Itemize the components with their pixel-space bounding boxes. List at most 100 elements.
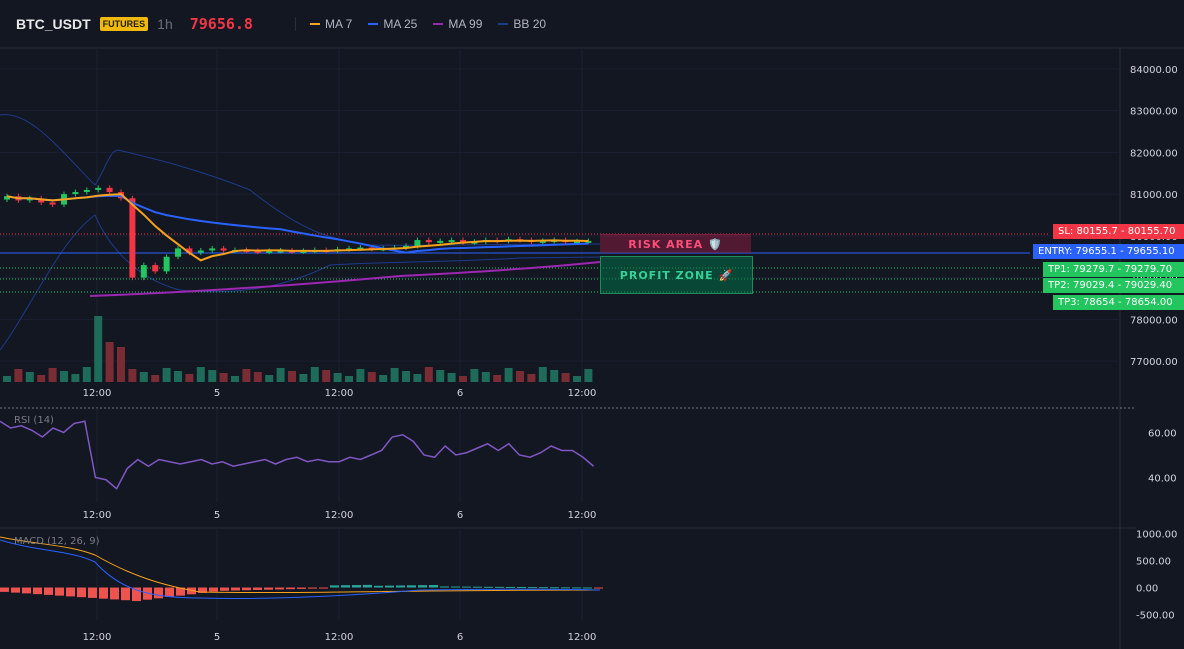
macd-histogram-bar [561,587,570,589]
entry-tag: ENTRY: 79655.1 - 79655.10 [1033,244,1184,259]
macd-histogram-bar [352,585,361,588]
macd-histogram-bar [572,587,581,589]
time-tick-label: 5 [214,388,220,399]
candle-body [254,250,261,253]
candle-body [83,189,90,193]
candle [83,187,90,195]
volume-bar [71,374,80,382]
candle-body [163,256,170,272]
risk-area-zone: RISK AREA 🛡️ [600,234,751,253]
macd-histogram-bar [209,587,218,592]
legend-bb20[interactable]: BB 20 [498,17,546,31]
volume-bar [310,367,319,382]
macd-line [0,539,601,599]
time-tick-label: 12:00 [83,510,112,521]
macd-histogram-bar [583,587,592,589]
candle-body [4,196,10,200]
macd-histogram-bar [121,587,130,601]
time-tick-label: 12:00 [83,388,112,399]
volume-bar [493,375,502,382]
volume-bar [139,372,148,382]
candle-body [72,192,79,195]
candle-body [539,240,546,243]
macd-tick-label: 500.00 [1136,556,1171,567]
volume-bar [299,374,308,382]
tp3-tag: TP3: 78654 - 78654.00 [1053,295,1184,310]
rsi-tick-label: 40.00 [1148,474,1177,485]
candle-body [152,265,159,272]
candle [425,237,432,245]
volume-bar [550,370,559,382]
candle [220,245,227,253]
candle-body [197,250,204,253]
time-tick-label: 12:00 [568,632,597,643]
macd-histogram-bar [495,586,504,588]
candle-body [175,248,181,257]
price-tick-label: 84000.00 [1130,65,1178,76]
legend-ma99[interactable]: MA 99 [433,17,482,31]
legend-ma7[interactable]: MA 7 [309,17,352,31]
candle [106,185,113,195]
time-tick-label: 5 [214,632,220,643]
candle-body [448,240,455,243]
volume-bar [185,374,194,382]
volume-bar [48,368,57,382]
legend-label: MA 25 [383,17,418,31]
macd-label: MACD (12, 26, 9) [14,536,100,547]
macd-histogram-bar [341,585,350,588]
macd-histogram-bar [22,587,31,594]
candle [129,195,136,281]
volume-bar [60,371,68,382]
candle-body [574,241,580,244]
rsi-label: RSI (14) [14,415,54,426]
sl-tag: SL: 80155.7 - 80155.70 [1053,224,1184,239]
timeframe-label[interactable]: 1h [157,16,173,32]
macd-histogram-bar [154,587,163,599]
macd-tick-label: -500.00 [1136,611,1175,622]
volume-bar [265,375,274,382]
volume-bar [253,372,262,382]
risk-area-label: RISK AREA 🛡️ [628,237,723,251]
symbol-name[interactable]: BTC_USDT [16,16,91,32]
tp2-tag: TP2: 79029.4 - 79029.40 [1043,278,1184,293]
macd-histogram-bar [55,587,64,596]
time-tick-label: 6 [457,510,463,521]
profit-zone: PROFIT ZONE 🚀 [600,256,753,294]
volume-bar [82,367,91,382]
volume-bar [573,376,581,382]
macd-histogram-bar [330,585,339,588]
legend-ma25[interactable]: MA 25 [368,17,417,31]
macd-histogram-bar [99,587,108,599]
macd-histogram-bar [286,587,295,590]
macd-histogram-bar [143,587,152,600]
legend-label: BB 20 [513,17,547,31]
volume-bar [584,369,593,382]
volume-bar [356,369,365,382]
candle-body [95,187,102,190]
profit-zone-label: PROFIT ZONE 🚀 [619,268,734,282]
candle-body [220,248,227,251]
candle [152,262,159,274]
macd-tick-label: 1000.00 [1136,529,1177,540]
candle-body [129,198,136,278]
macd-histogram-bar [374,585,383,588]
volume-bar [470,369,479,382]
macd-histogram-bar [11,587,20,593]
candle-body [26,198,33,201]
macd-histogram-bar [44,587,53,595]
macd-histogram-bar [528,587,537,589]
volume-bar [128,369,137,382]
ma7-line [6,193,589,262]
candle-body [266,250,273,253]
rsi-tick-label: 60.00 [1148,429,1177,440]
futures-badge: FUTURES [99,17,149,31]
volume-bar [481,372,490,382]
volume-bar [424,367,433,382]
volume-bar [390,368,399,382]
price-tick-label: 81000.00 [1130,190,1178,201]
candle [72,189,79,197]
candle-body [460,240,466,243]
candle-body [209,248,216,251]
volume-bar [3,376,11,382]
